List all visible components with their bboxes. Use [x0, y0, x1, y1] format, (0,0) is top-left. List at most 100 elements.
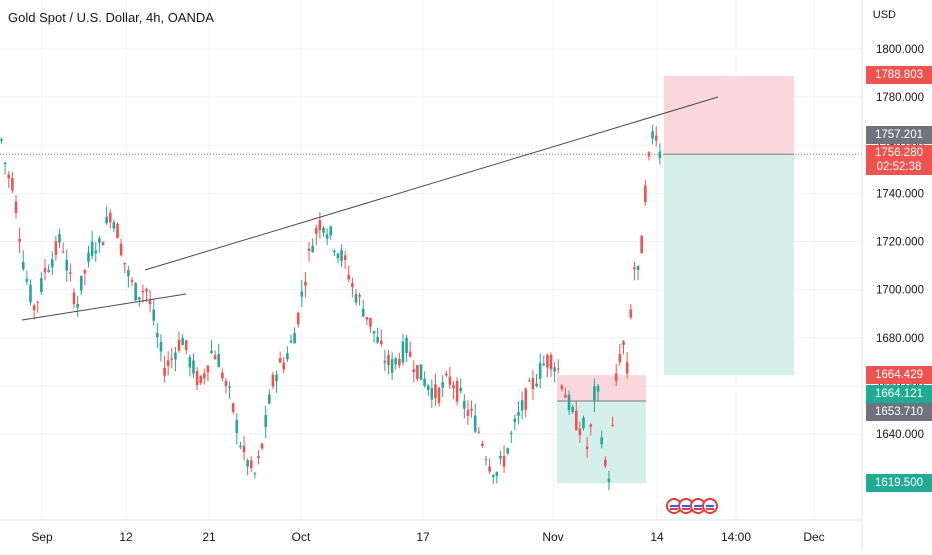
candle-body [629, 309, 633, 318]
candle-body [314, 228, 318, 234]
candle-body [491, 475, 495, 478]
candle-body [614, 373, 618, 381]
candle-body [658, 151, 662, 159]
symbol-title[interactable]: Gold Spot / U.S. Dollar, 4h, OANDA [8, 10, 214, 25]
candle-body [390, 359, 394, 373]
candle-body [29, 284, 32, 303]
candle-body [513, 418, 517, 423]
price-axis-label: 1700.000 [876, 285, 924, 297]
candle-body [145, 289, 148, 292]
candle-body [188, 357, 192, 368]
candle-body [14, 201, 18, 213]
time-axis-label: Nov [542, 530, 563, 544]
time-axis-label: 14:00 [721, 530, 751, 544]
candle-body [589, 424, 593, 427]
time-axis-label: 12 [119, 530, 133, 544]
candle-body [452, 385, 455, 389]
us-flag-icon[interactable] [702, 498, 718, 514]
candle-body [376, 336, 379, 343]
candle-body [264, 415, 268, 427]
candle-body [21, 261, 25, 269]
candle-body [61, 251, 65, 253]
candle-body [412, 369, 416, 372]
candle-body [387, 355, 390, 365]
time-axis-label: 21 [202, 530, 216, 544]
take-profit-zone [664, 154, 794, 376]
candle-body [351, 283, 354, 288]
candle-body [455, 381, 459, 402]
candle-body [195, 370, 199, 386]
candle-body [636, 265, 640, 271]
candle-body [156, 332, 159, 338]
candle-body [633, 267, 636, 270]
candle-body [152, 309, 156, 321]
candle-body [275, 374, 278, 382]
candle-body [231, 403, 235, 412]
candle-body [130, 280, 134, 282]
candle-body [484, 459, 488, 461]
candle-body [325, 234, 329, 239]
candle-body [65, 259, 69, 271]
candle-body [531, 378, 535, 390]
candle-body [372, 330, 376, 334]
candle-body [466, 410, 470, 416]
candle-body [54, 241, 58, 255]
candle-body [271, 374, 275, 387]
candle-body [499, 455, 502, 459]
candle-body [596, 386, 600, 392]
candle-body [434, 384, 437, 399]
time-axis-label: Sep [31, 530, 53, 544]
candle-body [286, 353, 289, 360]
currency-label[interactable]: USD [872, 9, 896, 21]
candle-body [210, 350, 213, 353]
target-price-tag: 1664.429 [866, 366, 932, 384]
candle-body [79, 275, 83, 291]
candle-body [567, 394, 571, 411]
candle-body [329, 226, 333, 236]
lower-trendline [21, 293, 187, 321]
candle-body [502, 456, 506, 467]
candle-body [32, 305, 36, 311]
candle-body [249, 460, 253, 469]
candle-body [423, 378, 426, 387]
candle-body [369, 317, 372, 327]
candle-body [289, 340, 293, 343]
upper-trendline [144, 96, 719, 271]
candle-body [546, 354, 549, 368]
candle-body [40, 278, 43, 293]
candle-body [58, 234, 61, 243]
last-price-value: 1756.280 [875, 147, 923, 159]
candle-body [553, 367, 556, 372]
price-axis-label: 1780.000 [876, 92, 924, 104]
candle-body [640, 236, 643, 254]
candle-body [611, 424, 614, 426]
last-price-tag: 1756.280 02:52:38 [866, 145, 932, 175]
bid-price-tag: 1664.121 [866, 385, 932, 403]
candle-body [618, 353, 622, 363]
candle-body [50, 259, 54, 268]
candle-body [473, 415, 477, 432]
price-axis-label: 1680.000 [876, 333, 924, 345]
price-axis-label: 1720.000 [876, 237, 924, 249]
stop-loss-zone [664, 75, 794, 155]
candle-body [607, 478, 611, 482]
candle-body [184, 340, 188, 350]
candle-body [177, 339, 181, 351]
candle-body [538, 363, 542, 379]
candle-body [322, 227, 325, 233]
candle-body [481, 443, 484, 446]
candle-body [98, 238, 101, 243]
candle-body [520, 400, 524, 411]
candle-body [141, 290, 145, 293]
time-axis-label: Oct [292, 530, 311, 544]
candle-body [622, 341, 625, 345]
candle-body [625, 362, 629, 374]
candle-body [246, 460, 249, 467]
candle-body [394, 358, 398, 365]
candle-body [343, 255, 347, 261]
candle-body [593, 386, 596, 401]
candle-body [430, 388, 434, 400]
